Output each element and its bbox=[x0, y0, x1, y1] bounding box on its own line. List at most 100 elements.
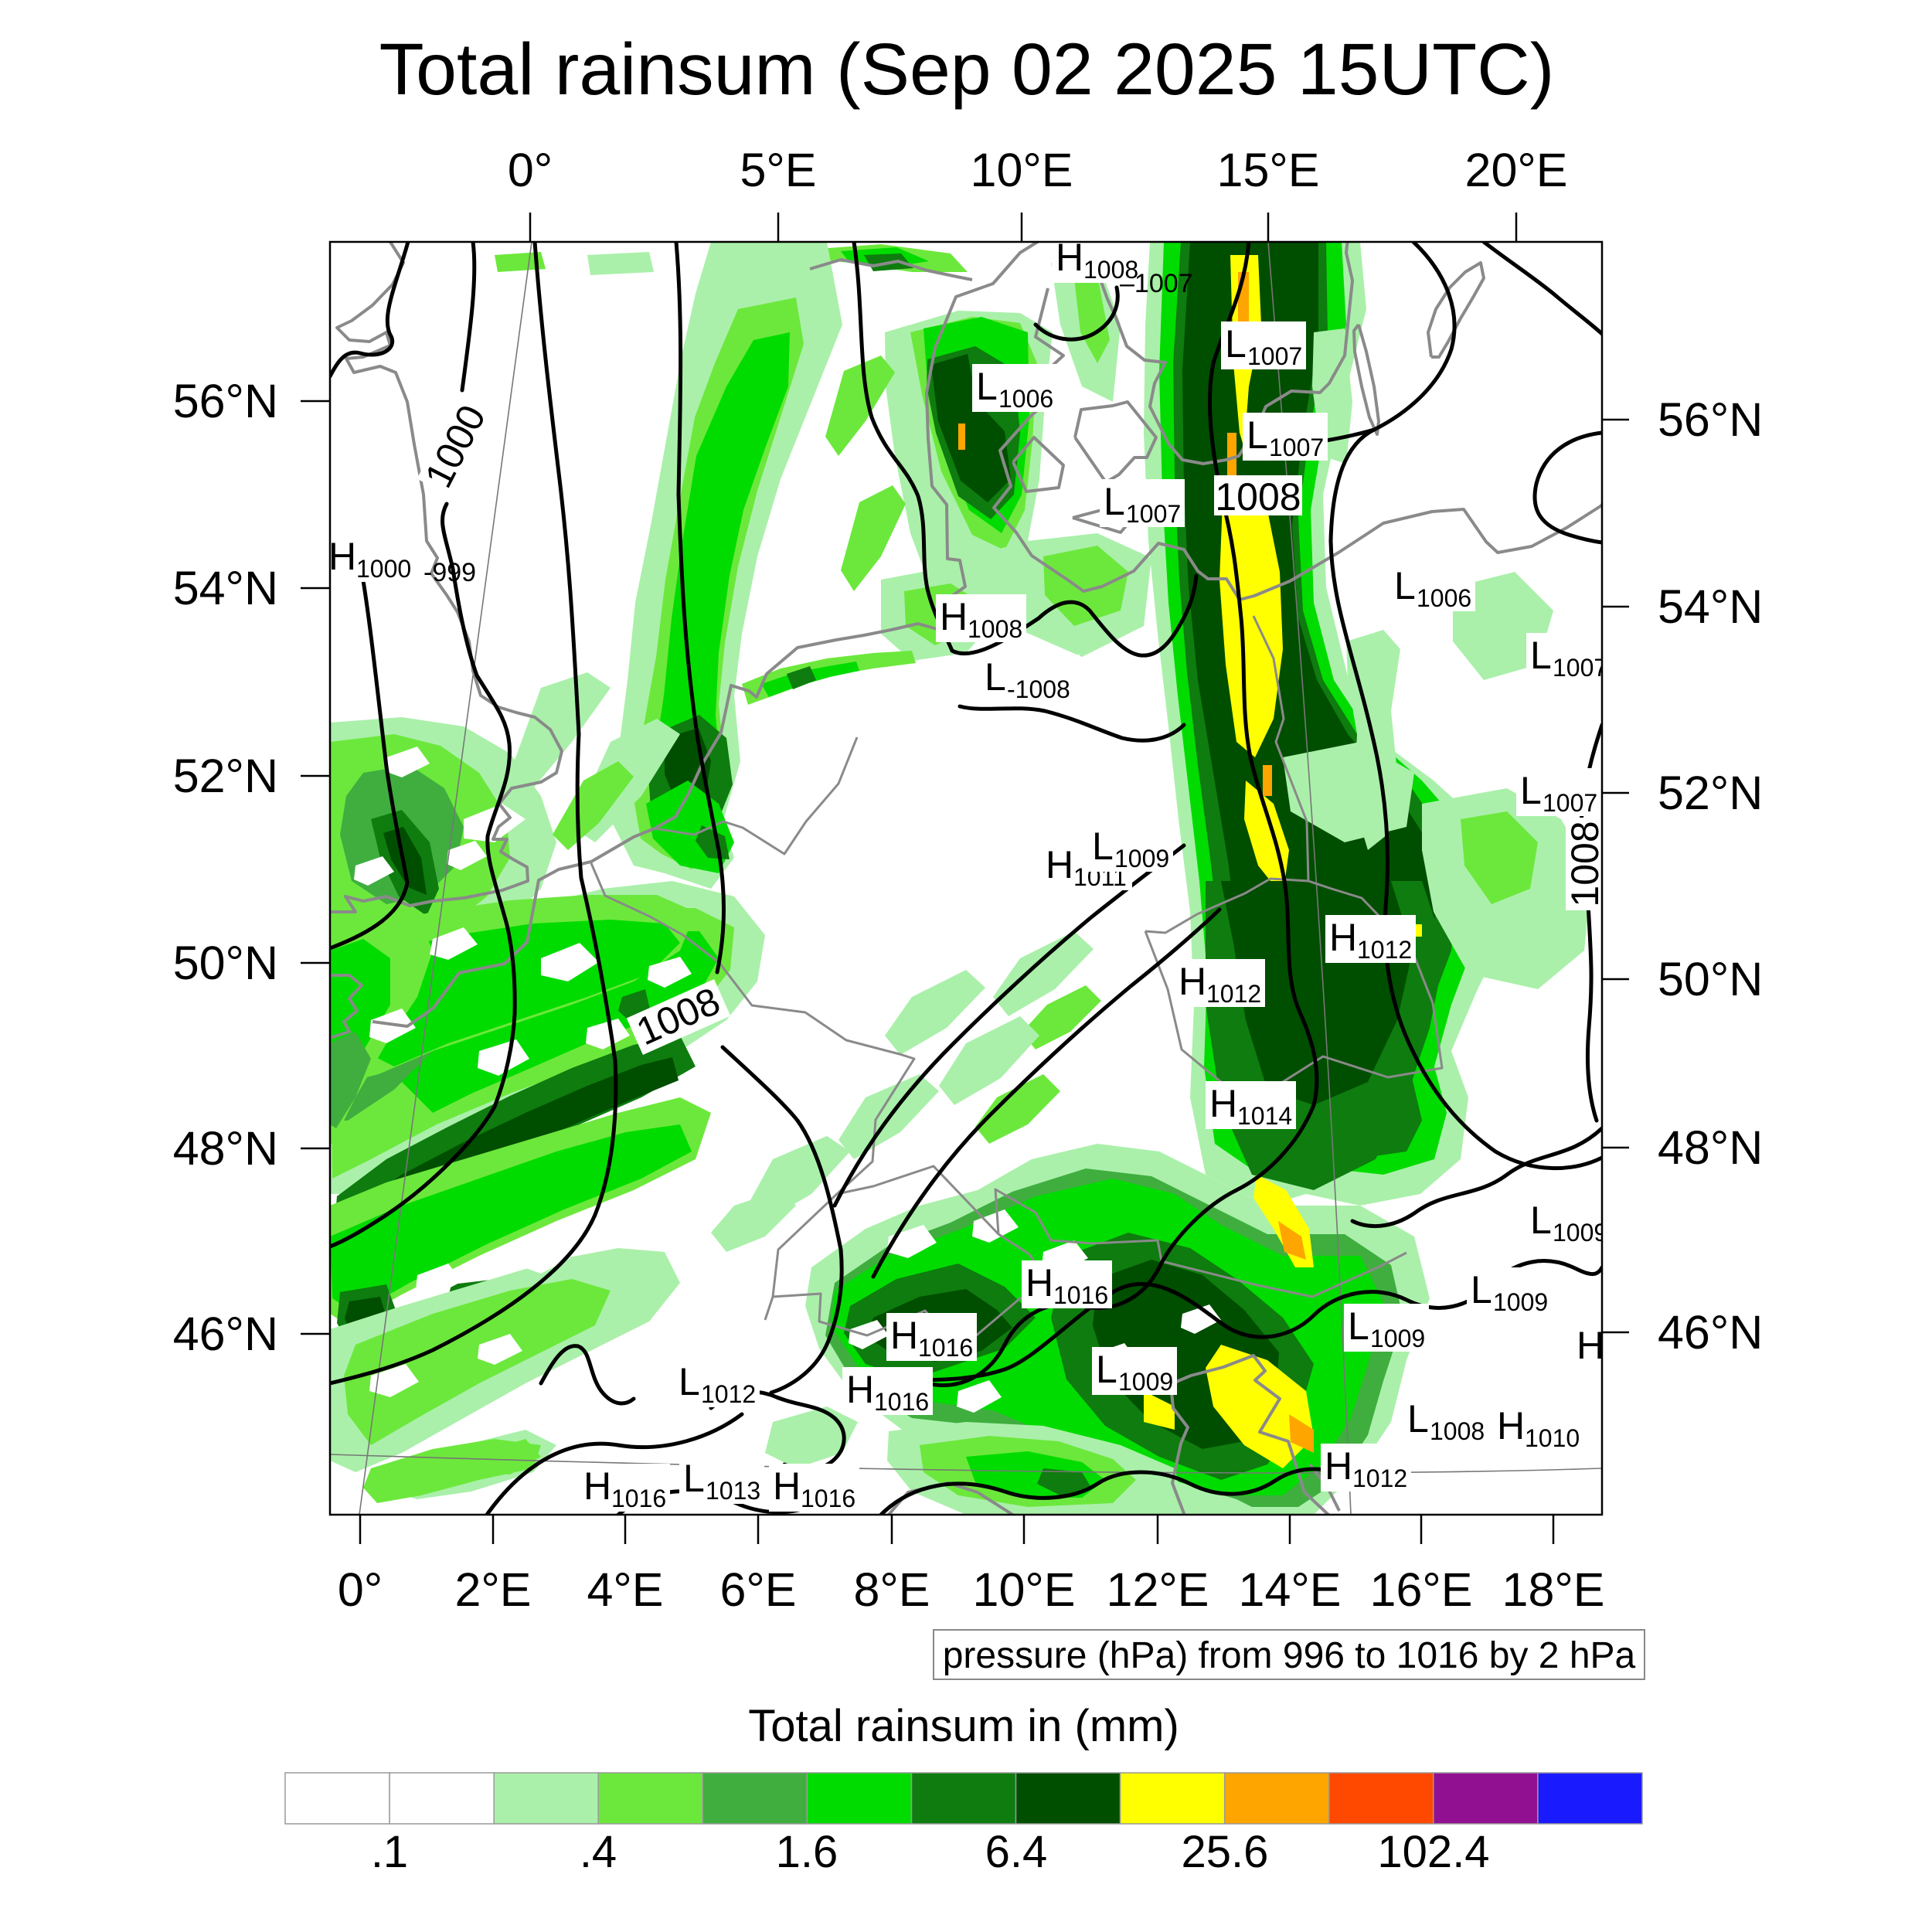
svg-text:1.6: 1.6 bbox=[776, 1827, 838, 1877]
svg-text:L: L bbox=[1530, 634, 1552, 677]
svg-text:pressure (hPa) from 996 to 101: pressure (hPa) from 996 to 1016 by 2 hPa bbox=[943, 1635, 1636, 1676]
svg-text:L: L bbox=[679, 1360, 700, 1403]
svg-text:2°E: 2°E bbox=[454, 1563, 531, 1616]
svg-text:1008: 1008 bbox=[968, 615, 1022, 643]
svg-text:1007: 1007 bbox=[1553, 654, 1607, 682]
svg-text:10°E: 10°E bbox=[971, 144, 1073, 196]
svg-text:48°N: 48°N bbox=[1658, 1121, 1763, 1174]
svg-text:L: L bbox=[1348, 1304, 1369, 1348]
svg-text:52°N: 52°N bbox=[173, 750, 278, 802]
svg-text:25.6: 25.6 bbox=[1182, 1827, 1269, 1877]
svg-text:1016: 1016 bbox=[611, 1485, 666, 1512]
svg-text:20°E: 20°E bbox=[1465, 144, 1568, 196]
svg-text:16°E: 16°E bbox=[1370, 1563, 1473, 1616]
svg-text:H: H bbox=[1026, 1261, 1053, 1304]
svg-text:L: L bbox=[1394, 564, 1416, 607]
svg-text:1013: 1013 bbox=[706, 1477, 760, 1505]
svg-text:50°N: 50°N bbox=[173, 937, 278, 989]
svg-text:1012: 1012 bbox=[701, 1380, 756, 1408]
svg-text:1007: 1007 bbox=[1247, 342, 1302, 370]
svg-text:L: L bbox=[1407, 1397, 1429, 1440]
svg-text:-1008: -1008 bbox=[1007, 675, 1070, 703]
svg-text:1009: 1009 bbox=[1370, 1325, 1425, 1352]
svg-text:H: H bbox=[583, 1464, 611, 1508]
svg-text:H: H bbox=[1329, 916, 1357, 959]
svg-text:54°N: 54°N bbox=[173, 562, 278, 614]
svg-text:H: H bbox=[328, 535, 356, 578]
svg-text:1008: 1008 bbox=[1083, 256, 1138, 284]
svg-text:46°N: 46°N bbox=[1658, 1306, 1763, 1359]
svg-text:1008: 1008 bbox=[1430, 1417, 1485, 1445]
svg-text:6°E: 6°E bbox=[719, 1563, 796, 1616]
svg-text:L: L bbox=[985, 655, 1006, 699]
svg-text:102.4: 102.4 bbox=[1377, 1827, 1489, 1877]
svg-text:1006: 1006 bbox=[998, 385, 1053, 413]
svg-text:1012: 1012 bbox=[1357, 936, 1412, 964]
svg-text:1007: 1007 bbox=[1126, 500, 1181, 528]
svg-text:L: L bbox=[1471, 1268, 1492, 1311]
svg-text:18°E: 18°E bbox=[1502, 1563, 1605, 1616]
svg-text:50°N: 50°N bbox=[1658, 953, 1763, 1005]
svg-text:H: H bbox=[773, 1464, 801, 1508]
svg-text:1016: 1016 bbox=[1053, 1281, 1108, 1309]
svg-text:46°N: 46°N bbox=[173, 1308, 278, 1360]
svg-text:1014: 1014 bbox=[1237, 1102, 1292, 1130]
svg-text:1009: 1009 bbox=[1114, 845, 1169, 872]
svg-text:H: H bbox=[846, 1368, 874, 1411]
svg-text:H: H bbox=[1179, 960, 1206, 1003]
svg-text:6.4: 6.4 bbox=[985, 1827, 1048, 1877]
svg-text:1016: 1016 bbox=[874, 1388, 929, 1416]
svg-text:H: H bbox=[1046, 843, 1073, 886]
svg-text:L: L bbox=[1092, 825, 1114, 868]
svg-text:-999: -999 bbox=[423, 558, 476, 587]
svg-text:8°E: 8°E bbox=[853, 1563, 930, 1616]
svg-text:1012: 1012 bbox=[1206, 980, 1261, 1008]
svg-text:0°: 0° bbox=[338, 1563, 383, 1616]
svg-text:56°N: 56°N bbox=[1658, 393, 1763, 446]
svg-text:H: H bbox=[1056, 236, 1083, 279]
svg-text:56°N: 56°N bbox=[173, 375, 278, 427]
svg-text:48°N: 48°N bbox=[173, 1122, 278, 1175]
svg-text:1009: 1009 bbox=[1553, 1219, 1607, 1247]
svg-text:1008: 1008 bbox=[1215, 475, 1301, 519]
svg-text:1010: 1010 bbox=[1525, 1424, 1580, 1452]
svg-text:L: L bbox=[1225, 322, 1247, 366]
svg-text:H: H bbox=[1325, 1444, 1352, 1488]
svg-text:H: H bbox=[1209, 1082, 1237, 1125]
svg-text:H: H bbox=[1497, 1404, 1525, 1447]
svg-text:H: H bbox=[890, 1314, 918, 1357]
svg-text:0°: 0° bbox=[508, 144, 553, 196]
svg-text:12°E: 12°E bbox=[1107, 1563, 1209, 1616]
svg-text:L: L bbox=[1096, 1348, 1117, 1391]
svg-text:H: H bbox=[940, 595, 968, 638]
svg-text:52°N: 52°N bbox=[1658, 767, 1763, 819]
svg-text:L: L bbox=[683, 1457, 705, 1500]
svg-text:1007: 1007 bbox=[1269, 434, 1324, 461]
svg-text:4°E: 4°E bbox=[587, 1563, 663, 1616]
svg-text:L: L bbox=[976, 365, 998, 408]
svg-text:1016: 1016 bbox=[918, 1334, 973, 1362]
svg-text:1012: 1012 bbox=[1352, 1464, 1407, 1492]
svg-text:H: H bbox=[1577, 1324, 1604, 1367]
svg-text:15°E: 15°E bbox=[1217, 144, 1320, 196]
svg-text:L: L bbox=[1520, 769, 1542, 812]
svg-text:1009: 1009 bbox=[1118, 1368, 1173, 1396]
svg-text:1008: 1008 bbox=[1563, 821, 1607, 906]
svg-text:L: L bbox=[1247, 413, 1268, 457]
svg-text:–1007: –1007 bbox=[1120, 269, 1193, 298]
svg-text:1016: 1016 bbox=[801, 1485, 855, 1512]
svg-text:14°E: 14°E bbox=[1239, 1563, 1342, 1616]
svg-text:Total rainsum (Sep 02 2025 15U: Total rainsum (Sep 02 2025 15UTC) bbox=[379, 29, 1555, 111]
svg-text:L: L bbox=[1530, 1199, 1552, 1242]
svg-text:Total rainsum in (mm): Total rainsum in (mm) bbox=[748, 1701, 1179, 1751]
svg-text:L: L bbox=[1104, 480, 1125, 523]
svg-text:5°E: 5°E bbox=[740, 144, 816, 196]
svg-text:10°E: 10°E bbox=[973, 1563, 1076, 1616]
svg-text:54°N: 54°N bbox=[1658, 580, 1763, 633]
svg-text:1000: 1000 bbox=[356, 555, 411, 583]
svg-text:1009: 1009 bbox=[1493, 1288, 1548, 1316]
svg-text:.1: .1 bbox=[371, 1827, 408, 1877]
svg-text:1007: 1007 bbox=[1543, 789, 1597, 817]
svg-text:.4: .4 bbox=[580, 1827, 617, 1877]
svg-text:1006: 1006 bbox=[1417, 584, 1471, 612]
